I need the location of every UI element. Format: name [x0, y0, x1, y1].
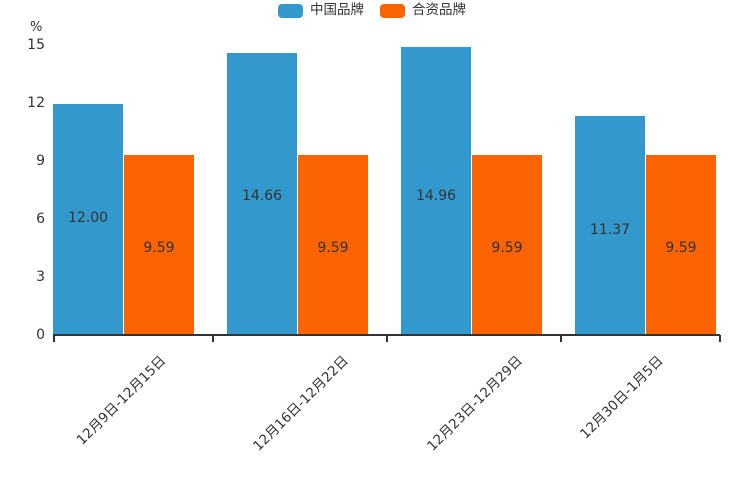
- y-tick-12: 12: [27, 95, 45, 111]
- legend-item-china-brand[interactable]: 中国品牌: [278, 4, 364, 18]
- bars-layer: [53, 47, 716, 335]
- x-axis-tick-3: [560, 335, 562, 342]
- bar-label-joint-venture-brand-1: 9.59: [143, 240, 175, 256]
- y-axis-tick-labels: 15 12 9 6 3 0: [0, 0, 45, 496]
- x-tick-label-2: 12月23日-12月29日: [424, 352, 526, 455]
- legend-item-joint-venture-brand[interactable]: 合资品牌: [380, 4, 466, 18]
- x-tick-label-0: 12月9日-12月15日: [73, 352, 170, 449]
- x-axis-tick-2: [386, 335, 388, 342]
- y-tick-9: 9: [36, 153, 45, 169]
- bar-label-china-brand-2: 14.66: [241, 188, 283, 204]
- bar-china-brand-2[interactable]: [227, 53, 297, 335]
- x-axis-tick-4: [719, 335, 721, 342]
- x-axis-tick-0: [53, 335, 55, 342]
- bar-label-joint-venture-brand-4: 9.59: [665, 240, 697, 256]
- bar-label-china-brand-3: 14.96: [415, 188, 457, 204]
- bar-china-brand-3[interactable]: [401, 47, 471, 335]
- bar-joint-venture-brand-4[interactable]: [646, 155, 716, 335]
- y-tick-3: 3: [36, 269, 45, 285]
- x-tick-label-3: 12月30日-1月5日: [577, 352, 667, 443]
- bar-china-brand-1[interactable]: [53, 104, 123, 335]
- y-tick-6: 6: [36, 211, 45, 227]
- x-tick-label-1: 12月16日-12月22日: [250, 352, 352, 455]
- y-tick-15: 15: [27, 37, 45, 53]
- bar-joint-venture-brand-3[interactable]: [472, 155, 542, 335]
- bar-label-china-brand-4: 11.37: [589, 222, 631, 238]
- bar-joint-venture-brand-1[interactable]: [124, 155, 194, 335]
- legend-label-china-brand: 中国品牌: [310, 2, 364, 19]
- x-axis-line: [53, 334, 720, 336]
- x-axis-tick-1: [212, 335, 214, 342]
- y-axis-unit-label: %: [30, 20, 43, 35]
- bar-china-brand-4[interactable]: [575, 116, 645, 335]
- bar-label-joint-venture-brand-2: 9.59: [317, 240, 349, 256]
- bar-joint-venture-brand-2[interactable]: [298, 155, 368, 335]
- legend-label-joint-venture-brand: 合资品牌: [412, 2, 466, 19]
- bar-label-joint-venture-brand-3: 9.59: [491, 240, 523, 256]
- bar-label-china-brand-1: 12.00: [67, 210, 109, 226]
- chart-legend: 中国品牌 合资品牌: [0, 4, 744, 18]
- y-tick-0: 0: [36, 327, 45, 343]
- legend-swatch-china-brand: [278, 4, 303, 18]
- legend-swatch-joint-venture-brand: [380, 4, 405, 18]
